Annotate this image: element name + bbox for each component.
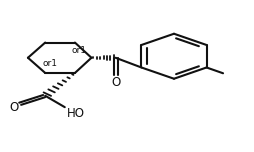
Text: or1: or1	[71, 46, 86, 55]
Text: O: O	[111, 76, 120, 89]
Text: or1: or1	[42, 59, 57, 68]
Text: O: O	[9, 101, 19, 114]
Text: HO: HO	[67, 107, 85, 120]
